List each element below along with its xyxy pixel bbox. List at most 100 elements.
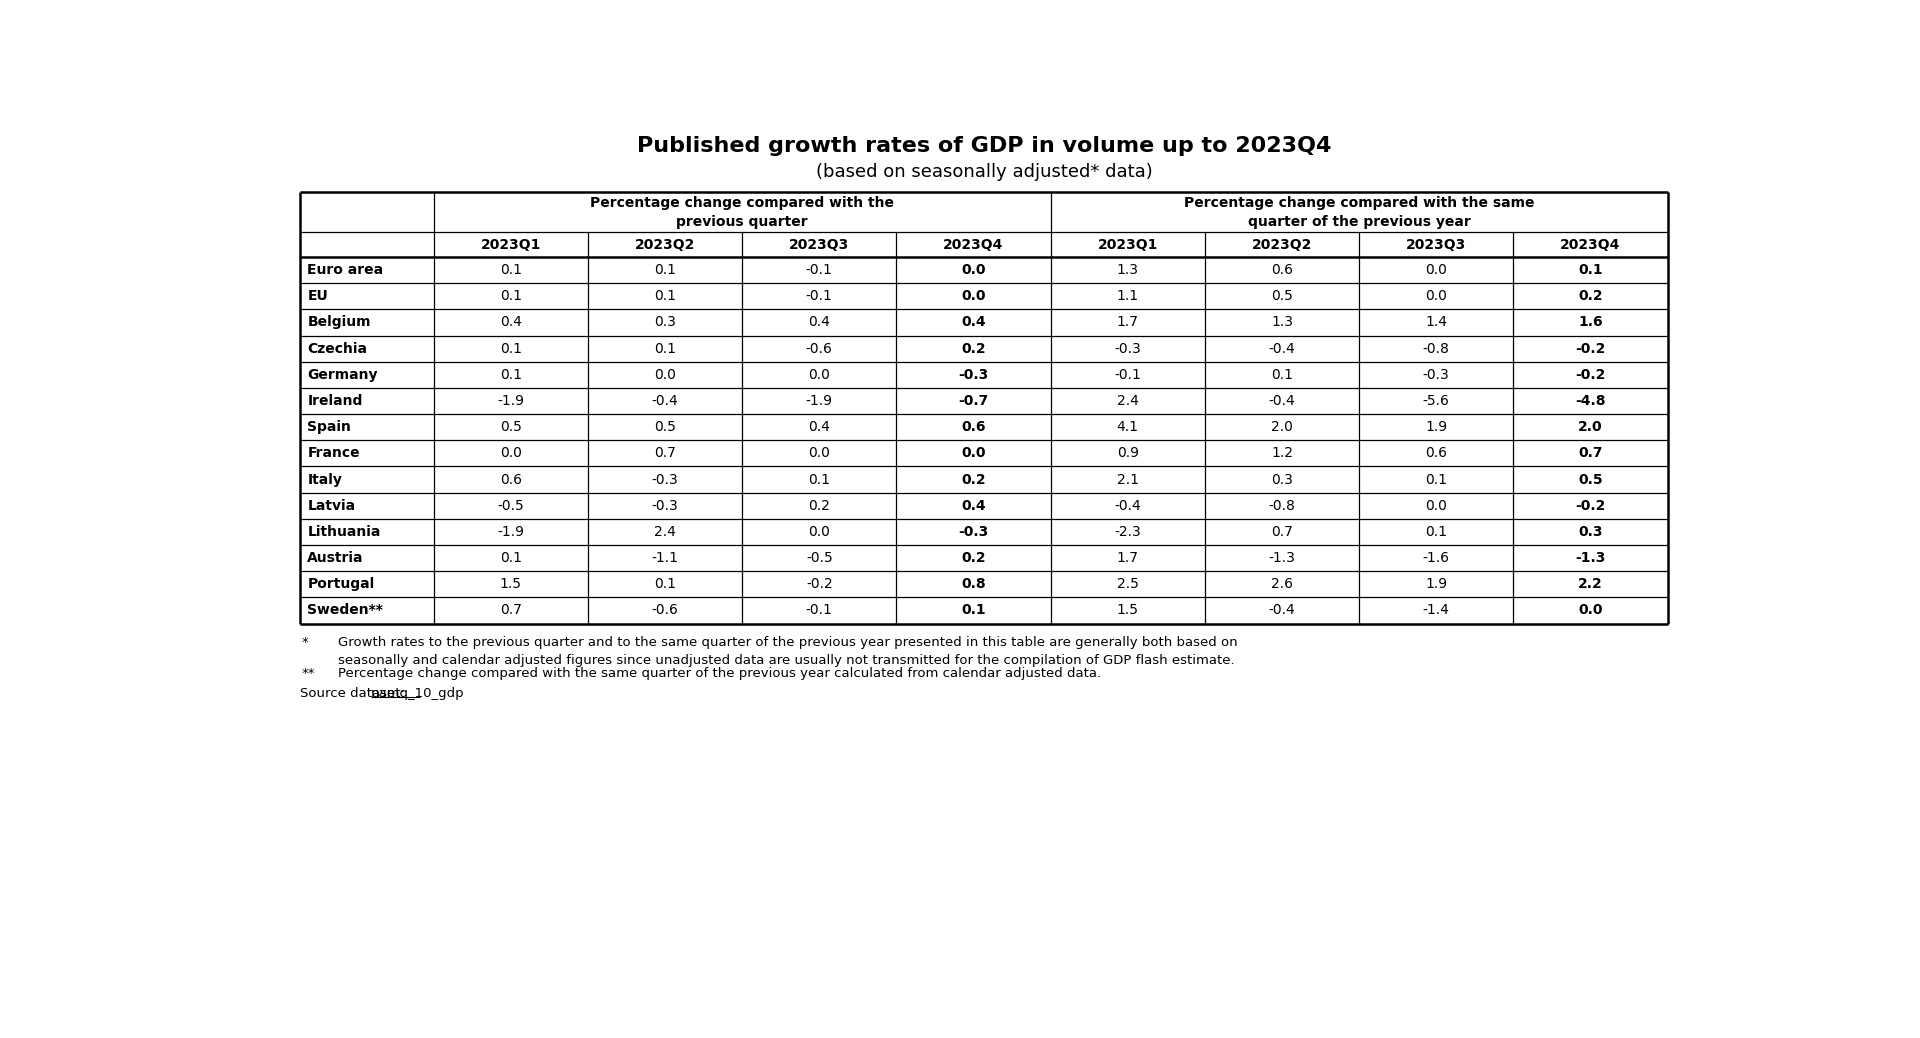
Text: 0.1: 0.1 (499, 342, 522, 356)
Text: 0.1: 0.1 (499, 367, 522, 382)
Text: -1.9: -1.9 (806, 394, 833, 408)
Text: Percentage change compared with the same quarter of the previous year calculated: Percentage change compared with the same… (338, 666, 1100, 680)
Text: EU: EU (307, 290, 328, 303)
Text: -1.9: -1.9 (497, 525, 524, 539)
Text: 0.6: 0.6 (499, 472, 522, 487)
Text: -0.1: -0.1 (806, 290, 833, 303)
Text: 0.0: 0.0 (1425, 498, 1448, 513)
Text: 2023Q4: 2023Q4 (943, 238, 1004, 251)
Text: Lithuania: Lithuania (307, 525, 380, 539)
Text: -0.2: -0.2 (1574, 498, 1605, 513)
Text: Euro area: Euro area (307, 263, 384, 277)
Text: 0.1: 0.1 (1271, 367, 1292, 382)
Text: 2023Q3: 2023Q3 (789, 238, 849, 251)
Text: 2023Q4: 2023Q4 (1561, 238, 1620, 251)
Text: -0.3: -0.3 (651, 498, 678, 513)
Text: 0.1: 0.1 (655, 290, 676, 303)
Text: 0.1: 0.1 (1425, 525, 1448, 539)
Text: 0.1: 0.1 (1578, 263, 1603, 277)
Text: -1.1: -1.1 (651, 551, 678, 565)
Text: **: ** (301, 666, 315, 680)
Text: Growth rates to the previous quarter and to the same quarter of the previous yea: Growth rates to the previous quarter and… (338, 636, 1236, 667)
Text: -1.9: -1.9 (497, 394, 524, 408)
Text: Percentage change compared with the same
quarter of the previous year: Percentage change compared with the same… (1185, 195, 1534, 229)
Text: 1.4: 1.4 (1425, 316, 1448, 329)
Text: 2.4: 2.4 (655, 525, 676, 539)
Text: Latvia: Latvia (307, 498, 355, 513)
Text: -0.5: -0.5 (806, 551, 833, 565)
Text: 2023Q2: 2023Q2 (636, 238, 695, 251)
Text: -5.6: -5.6 (1423, 394, 1450, 408)
Text: -0.7: -0.7 (958, 394, 989, 408)
Text: Source dataset:: Source dataset: (300, 687, 409, 700)
Text: 1.1: 1.1 (1117, 290, 1139, 303)
Text: -0.4: -0.4 (651, 394, 678, 408)
Text: 1.5: 1.5 (499, 577, 522, 592)
Text: -1.3: -1.3 (1269, 551, 1296, 565)
Text: *: * (301, 636, 309, 649)
Text: 2.0: 2.0 (1271, 420, 1292, 434)
Text: -0.8: -0.8 (1423, 342, 1450, 356)
Text: Ireland: Ireland (307, 394, 363, 408)
Text: 2023Q3: 2023Q3 (1405, 238, 1467, 251)
Text: 0.0: 0.0 (808, 446, 829, 460)
Text: 0.2: 0.2 (1578, 290, 1603, 303)
Text: 2.5: 2.5 (1117, 577, 1139, 592)
Text: 0.1: 0.1 (499, 290, 522, 303)
Text: -0.6: -0.6 (651, 603, 678, 618)
Text: Percentage change compared with the
previous quarter: Percentage change compared with the prev… (589, 195, 895, 229)
Text: -0.3: -0.3 (1114, 342, 1140, 356)
Text: -0.6: -0.6 (806, 342, 833, 356)
Text: -0.3: -0.3 (1423, 367, 1450, 382)
Text: -0.1: -0.1 (806, 603, 833, 618)
Text: 4.1: 4.1 (1117, 420, 1139, 434)
Text: 1.7: 1.7 (1117, 551, 1139, 565)
Text: 0.1: 0.1 (655, 342, 676, 356)
Text: -0.4: -0.4 (1114, 498, 1140, 513)
Text: 2.0: 2.0 (1578, 420, 1603, 434)
Text: 0.2: 0.2 (962, 342, 985, 356)
Text: -1.6: -1.6 (1423, 551, 1450, 565)
Text: Austria: Austria (307, 551, 365, 565)
Text: Italy: Italy (307, 472, 342, 487)
Text: 0.4: 0.4 (962, 498, 985, 513)
Text: 0.0: 0.0 (808, 367, 829, 382)
Text: Spain: Spain (307, 420, 351, 434)
Text: 0.3: 0.3 (1271, 472, 1292, 487)
Text: Portugal: Portugal (307, 577, 374, 592)
Text: 1.3: 1.3 (1271, 316, 1292, 329)
Text: France: France (307, 446, 361, 460)
Text: 0.1: 0.1 (1425, 472, 1448, 487)
Text: 0.2: 0.2 (808, 498, 829, 513)
Text: 0.6: 0.6 (1425, 446, 1448, 460)
Text: 1.5: 1.5 (1117, 603, 1139, 618)
Text: -2.3: -2.3 (1114, 525, 1140, 539)
Text: 0.0: 0.0 (1425, 290, 1448, 303)
Text: 2023Q2: 2023Q2 (1252, 238, 1311, 251)
Text: 1.7: 1.7 (1117, 316, 1139, 329)
Text: 0.4: 0.4 (808, 316, 829, 329)
Text: 0.2: 0.2 (962, 472, 985, 487)
Text: 0.6: 0.6 (1271, 263, 1292, 277)
Text: 0.7: 0.7 (1578, 446, 1603, 460)
Text: 0.5: 0.5 (1578, 472, 1603, 487)
Text: 0.7: 0.7 (1271, 525, 1292, 539)
Text: -0.1: -0.1 (806, 263, 833, 277)
Text: -0.4: -0.4 (1269, 394, 1296, 408)
Text: Published growth rates of GDP in volume up to 2023Q4: Published growth rates of GDP in volume … (637, 136, 1331, 156)
Text: 0.4: 0.4 (499, 316, 522, 329)
Text: -0.3: -0.3 (958, 525, 989, 539)
Text: 0.1: 0.1 (808, 472, 829, 487)
Text: 0.3: 0.3 (655, 316, 676, 329)
Text: -0.3: -0.3 (651, 472, 678, 487)
Text: 0.1: 0.1 (655, 577, 676, 592)
Text: 0.0: 0.0 (962, 290, 985, 303)
Text: 2.2: 2.2 (1578, 577, 1603, 592)
Text: -0.4: -0.4 (1269, 603, 1296, 618)
Text: -0.2: -0.2 (1574, 367, 1605, 382)
Text: 1.9: 1.9 (1425, 420, 1448, 434)
Text: 2.6: 2.6 (1271, 577, 1292, 592)
Text: -0.5: -0.5 (497, 498, 524, 513)
Text: 1.6: 1.6 (1578, 316, 1603, 329)
Text: 0.5: 0.5 (1271, 290, 1292, 303)
